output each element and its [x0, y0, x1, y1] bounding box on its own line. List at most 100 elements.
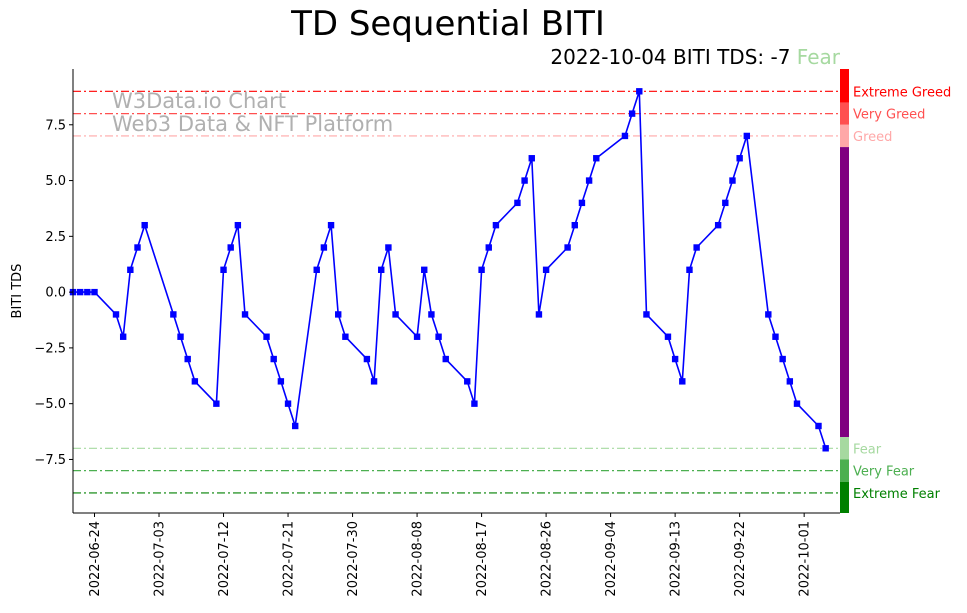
- data-point: [471, 400, 478, 407]
- data-point: [514, 199, 521, 207]
- x-tick-label: 2022-08-08: [411, 521, 426, 597]
- data-point: [664, 333, 672, 340]
- data-point: [313, 266, 320, 274]
- series-line: [73, 91, 827, 449]
- data-point: [392, 311, 399, 318]
- data-series: [69, 88, 829, 452]
- data-point: [628, 110, 636, 117]
- data-point: [686, 266, 693, 274]
- data-point: [292, 422, 299, 430]
- y-tick-label: 5.0: [45, 174, 66, 189]
- data-point: [284, 400, 292, 407]
- data-point: [413, 333, 421, 340]
- data-point: [815, 422, 822, 430]
- axes: −7.5 −5.0 −2.5 0.0 2.5 5.0 7.5 2022-06-24 2022-0…: [34, 69, 840, 597]
- data-point: [786, 378, 794, 385]
- data-point: [428, 311, 435, 318]
- chart-subtitle: 2022-10-04 BITI TDS: -7 Fear: [550, 45, 840, 69]
- data-point: [220, 266, 227, 274]
- data-point: [320, 244, 328, 251]
- data-point: [679, 378, 686, 385]
- x-tick-label: 2022-06-24: [88, 521, 103, 597]
- x-tick-label: 2022-09-13: [669, 521, 684, 597]
- data-point: [378, 266, 385, 274]
- x-tick-label: 2022-08-26: [540, 521, 555, 597]
- data-point: [177, 333, 184, 340]
- sentiment-band-segment: [840, 124, 849, 148]
- data-point: [528, 155, 535, 162]
- y-axis-label: BITI TDS: [10, 264, 25, 319]
- data-point: [327, 221, 335, 229]
- data-point: [571, 221, 578, 229]
- x-tick-label: 2022-10-01: [798, 521, 813, 597]
- data-point: [729, 177, 736, 184]
- data-point: [779, 355, 786, 363]
- data-point: [134, 244, 141, 251]
- watermark: W3Data.io Chart Web3 Data & NFT Platform: [112, 89, 393, 136]
- data-point: [91, 288, 98, 296]
- y-tick-label: 2.5: [45, 230, 66, 245]
- zone-label-fear: Fear: [853, 442, 882, 457]
- sentiment-band-segment: [840, 481, 849, 513]
- data-point: [585, 177, 593, 184]
- data-point: [227, 244, 234, 251]
- data-point: [270, 355, 277, 363]
- data-point: [736, 155, 743, 162]
- data-point: [714, 221, 722, 229]
- data-point: [535, 311, 543, 318]
- sentiment-band-segment: [840, 102, 849, 125]
- x-tick-label: 2022-09-22: [733, 521, 748, 597]
- data-point: [793, 400, 801, 407]
- y-tick-label: 0.0: [45, 286, 66, 301]
- data-point: [127, 266, 134, 274]
- data-point: [435, 333, 442, 340]
- data-point: [277, 378, 285, 385]
- data-point: [241, 311, 249, 318]
- data-point: [722, 199, 729, 207]
- data-point: [521, 177, 528, 184]
- data-point: [743, 132, 751, 140]
- sentiment-band-segment: [840, 69, 849, 103]
- data-point: [822, 445, 829, 452]
- x-tick-label: 2022-07-03: [153, 521, 168, 597]
- data-point: [213, 400, 220, 407]
- data-point: [141, 221, 148, 229]
- sentiment-band-segment: [840, 459, 849, 482]
- data-point: [593, 155, 600, 162]
- data-point: [478, 266, 485, 274]
- data-point: [578, 199, 586, 207]
- data-point: [772, 333, 779, 340]
- x-tick-label: 2022-07-21: [282, 521, 297, 597]
- zone-label-very-fear: Very Fear: [853, 465, 915, 480]
- data-point: [542, 266, 550, 274]
- data-point: [693, 244, 700, 251]
- watermark-line-1: W3Data.io Chart: [112, 89, 286, 113]
- chart-title: TD Sequential BITI: [291, 4, 605, 44]
- x-tick-label: 2022-07-12: [217, 521, 232, 597]
- data-point: [621, 132, 629, 140]
- data-point: [184, 355, 191, 363]
- x-tick-label: 2022-08-17: [475, 521, 490, 597]
- y-tick-label: −5.0: [34, 397, 66, 412]
- data-point: [342, 333, 349, 340]
- sentiment-band-segment: [840, 437, 849, 460]
- data-point: [263, 333, 270, 340]
- data-point: [421, 266, 428, 274]
- data-point: [442, 355, 449, 363]
- data-point: [363, 355, 371, 363]
- data-point: [335, 311, 342, 318]
- subtitle-date-value: 2022-10-04 BITI TDS: -7: [550, 45, 791, 69]
- data-point: [643, 311, 650, 318]
- watermark-line-2: Web3 Data & NFT Platform: [112, 112, 393, 136]
- data-point: [671, 355, 679, 363]
- data-point: [636, 88, 643, 95]
- data-point: [191, 378, 199, 385]
- zone-label-greed: Greed: [853, 130, 892, 145]
- data-point: [464, 378, 471, 385]
- data-point: [234, 221, 242, 229]
- data-point: [170, 311, 177, 318]
- zone-label-extreme-greed: Extreme Greed: [853, 85, 951, 100]
- data-point: [119, 333, 127, 340]
- subtitle-sentiment: Fear: [796, 45, 840, 69]
